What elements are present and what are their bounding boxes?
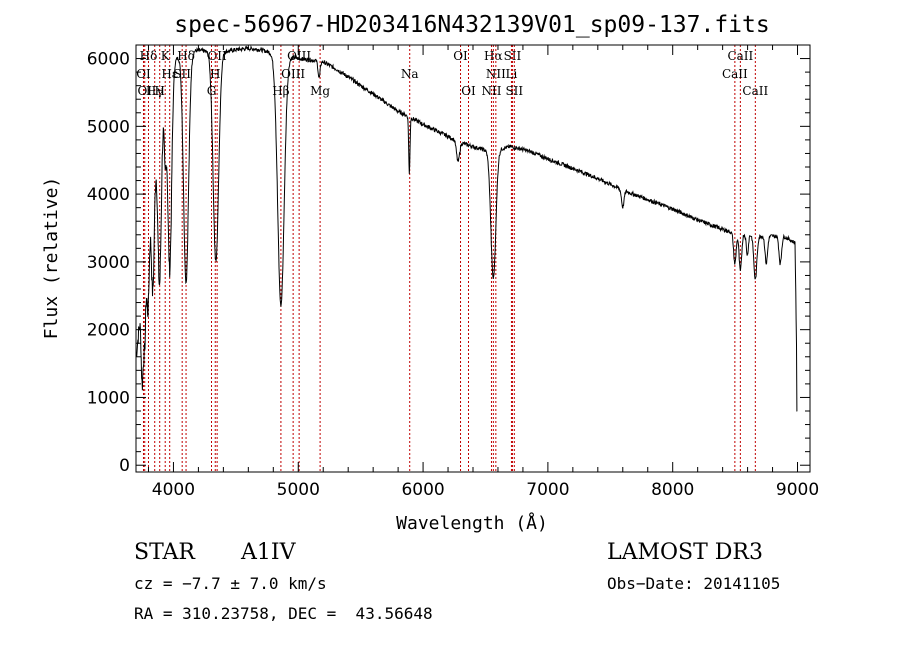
y-tick-label: 6000 [87, 50, 130, 70]
line-label: OI [461, 84, 476, 98]
axis-ticks: 4000 5000 6000 7000 8000 9000 0 1000 2000 3000 400… [87, 45, 819, 500]
line-label: OIII [281, 67, 305, 81]
line-label: OI [453, 49, 468, 63]
line-label: Hγ [146, 84, 164, 98]
y-tick-label: 2000 [87, 321, 130, 341]
line-label: CaII [727, 49, 753, 63]
x-tick-label: 6000 [401, 480, 444, 500]
object-type: STAR [134, 540, 195, 565]
line-label: H [154, 84, 164, 98]
x-tick-label: 4000 [152, 480, 195, 500]
line-label: CaII [742, 84, 768, 98]
y-tick-label: 0 [119, 456, 130, 476]
line-label: Hδ [177, 49, 195, 63]
line-label: CaII [722, 67, 748, 81]
line-label: Hβ [272, 84, 289, 98]
line-label: Mg [310, 84, 330, 98]
chart-title: spec-56967-HD203416N432139V01_sp09-137.f… [174, 12, 769, 38]
line-label: SII [173, 67, 191, 81]
y-tick-label: 3000 [87, 253, 130, 273]
line-label: H [210, 67, 220, 81]
y-tick-label: 5000 [87, 117, 130, 137]
x-tick-label: 7000 [526, 480, 569, 500]
line-label: NII [481, 84, 501, 98]
obs-date: Obs−Date: 20141105 [607, 574, 781, 593]
line-label: NII [486, 67, 506, 81]
line-label: OI [137, 84, 152, 98]
redshift-cz: cz = −7.7 ± 7.0 km/s [134, 574, 327, 593]
line-label: OI [136, 67, 151, 81]
object-subclass: A1IV [241, 540, 296, 565]
x-tick-label: 8000 [651, 480, 694, 500]
spectrum-line [135, 44, 798, 466]
x-tick-label: 5000 [277, 480, 320, 500]
line-label: SII [505, 84, 523, 98]
line-label: SII [504, 49, 522, 63]
survey-name: LAMOST DR3 [607, 540, 763, 565]
y-tick-label: 4000 [87, 185, 130, 205]
line-label: Li [506, 67, 518, 81]
y-axis-label: Flux (relative) [41, 177, 62, 340]
line-label: Hα [484, 49, 503, 63]
line-label: G [207, 84, 217, 98]
plot-frame [135, 44, 811, 473]
coordinates: RA = 310.23758, DEC = 43.56648 [134, 604, 433, 623]
line-label: Hδ [140, 49, 158, 63]
y-tick-label: 1000 [87, 388, 130, 408]
x-axis-label: Wavelength (Å) [396, 512, 548, 534]
line-label: Na [401, 67, 419, 81]
line-label: OII [207, 49, 227, 63]
x-tick-label: 9000 [776, 480, 819, 500]
line-label: K [161, 49, 171, 63]
